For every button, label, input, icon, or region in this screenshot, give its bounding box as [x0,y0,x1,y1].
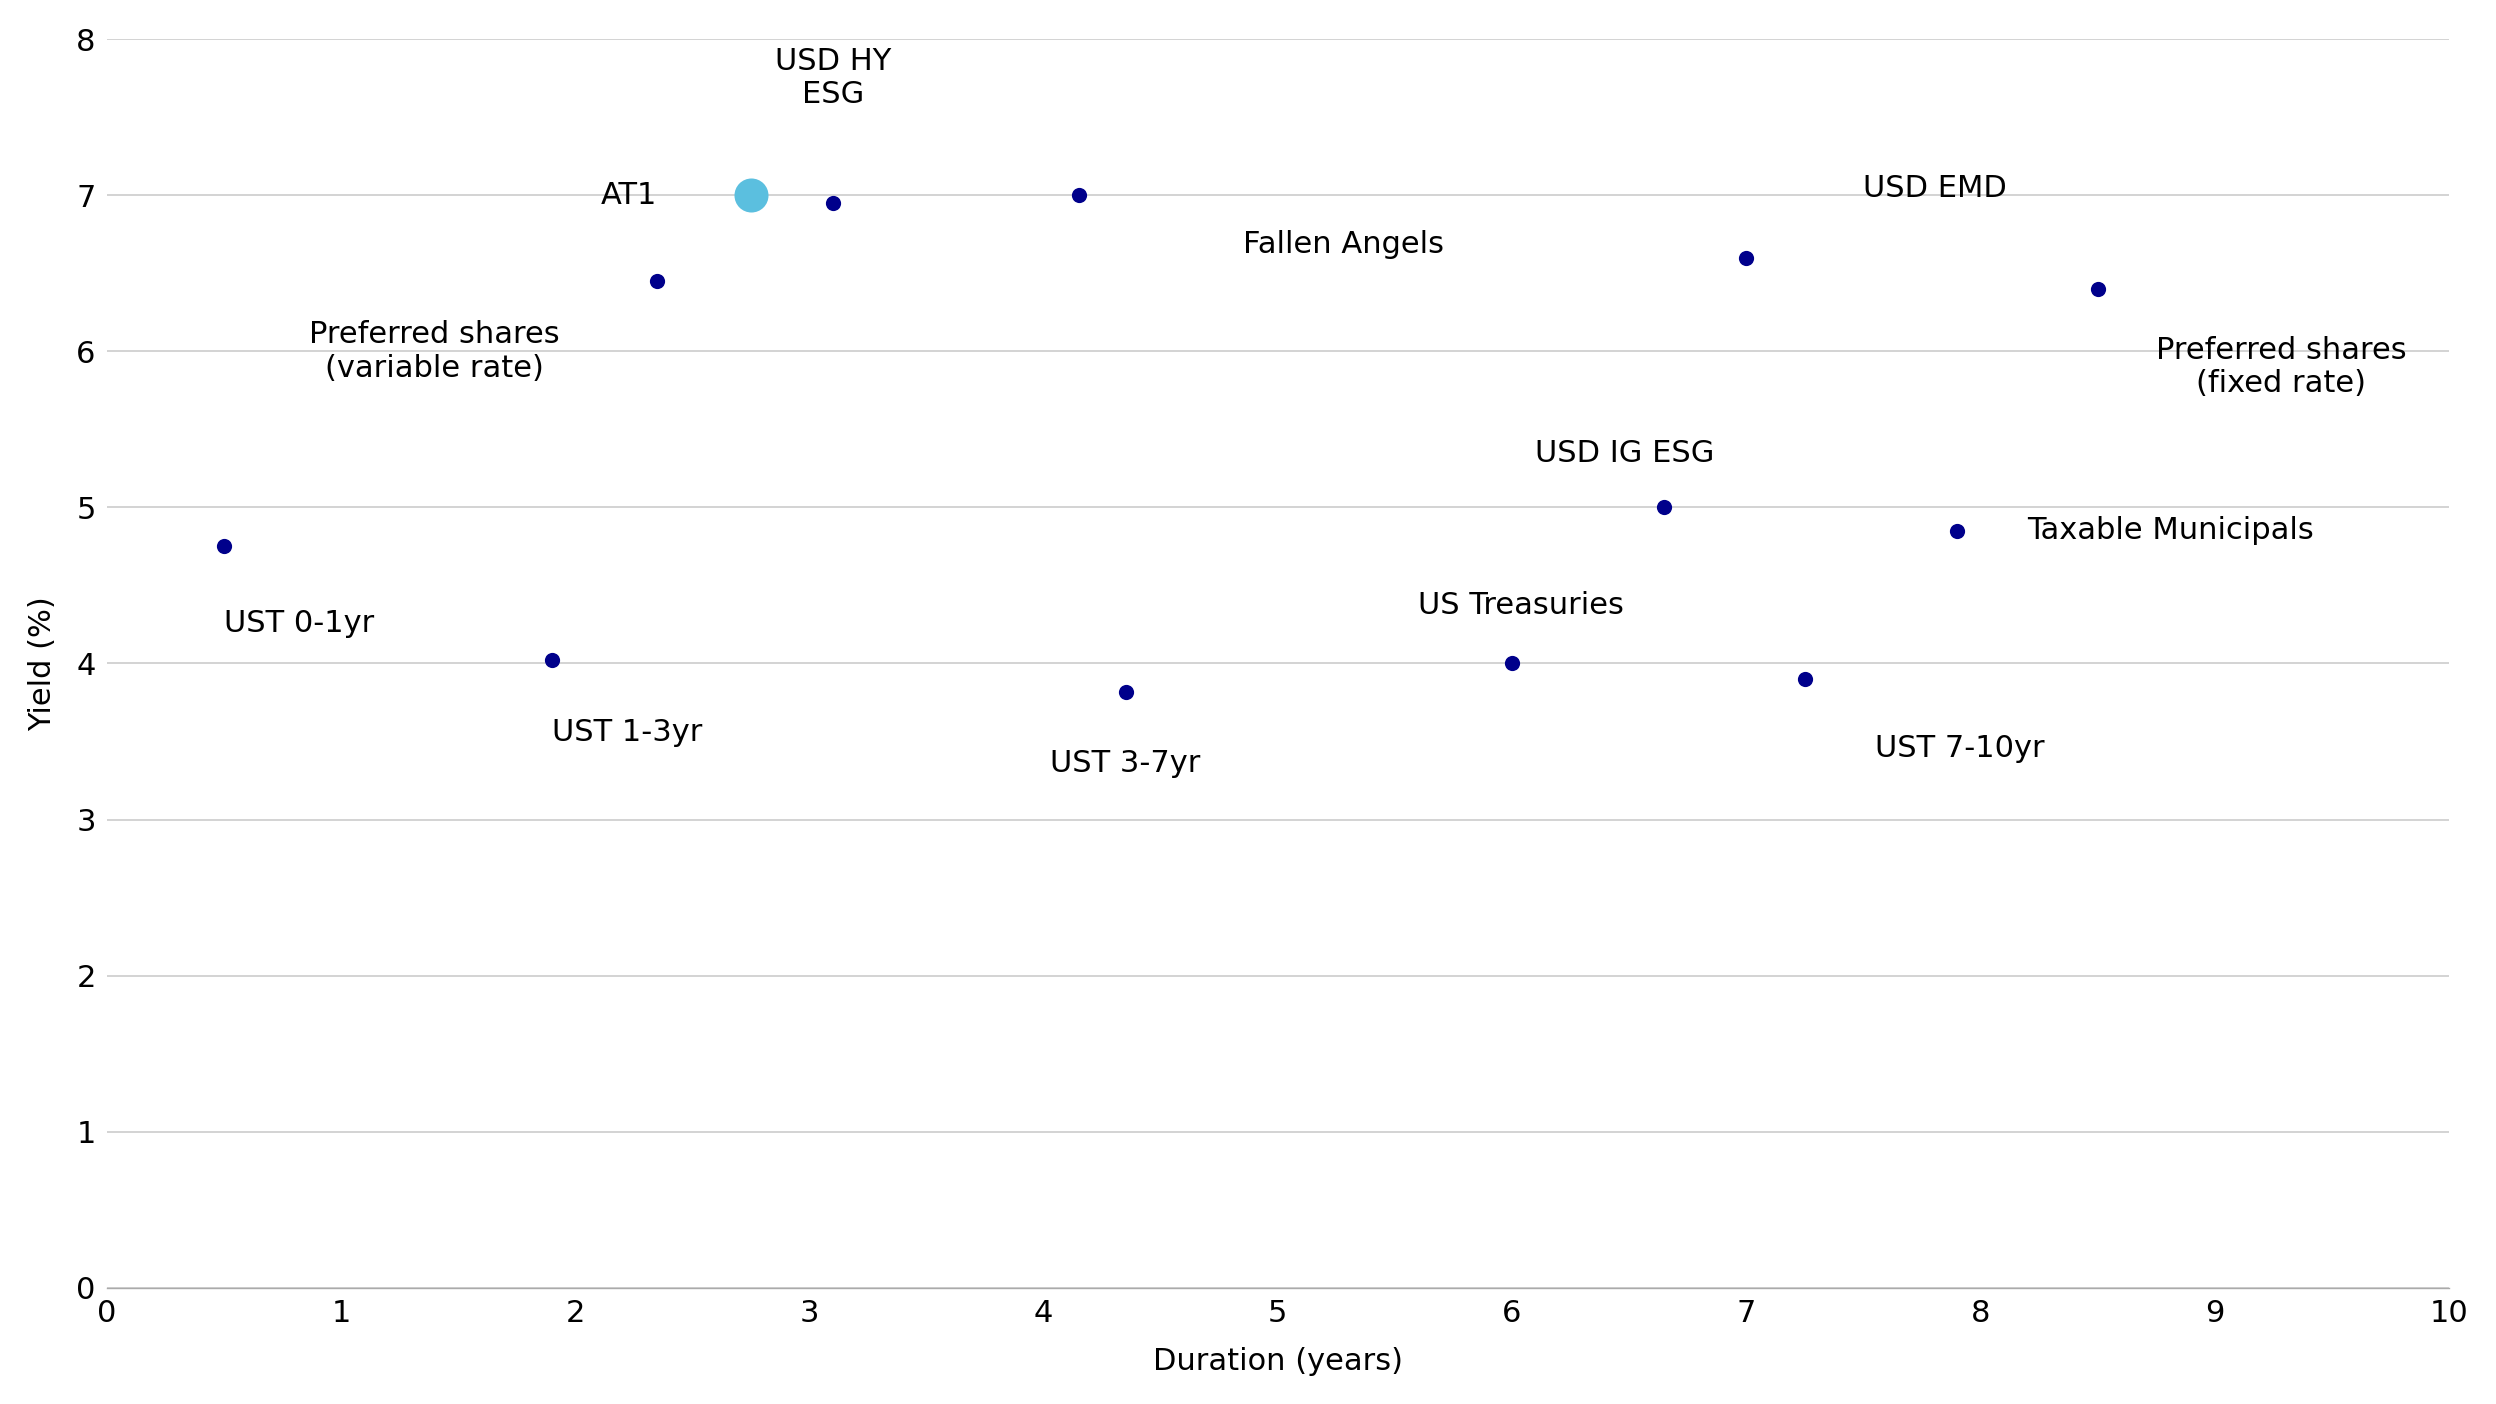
Point [636,270,676,292]
Text: US Treasuries: US Treasuries [1418,591,1625,619]
Point [731,184,771,206]
Point [1106,681,1146,703]
Point [814,192,854,215]
Point [532,649,572,671]
Text: UST 3-7yr: UST 3-7yr [1051,750,1201,778]
Point [1058,184,1098,206]
Text: UST 7-10yr: UST 7-10yr [1874,734,2044,762]
X-axis label: Duration (years): Duration (years) [1153,1348,1403,1376]
Point [1493,653,1533,675]
Text: AT1: AT1 [602,181,656,209]
Point [205,535,245,557]
Text: UST 1-3yr: UST 1-3yr [552,717,701,747]
Point [2077,278,2117,300]
Text: Fallen Angels: Fallen Angels [1243,230,1443,258]
Text: UST 0-1yr: UST 0-1yr [225,609,374,637]
Text: Preferred shares
(fixed rate): Preferred shares (fixed rate) [2157,336,2406,399]
Point [1645,496,1685,518]
Y-axis label: Yield (%): Yield (%) [27,597,57,731]
Point [1937,519,1977,542]
Text: USD IG ESG: USD IG ESG [1535,439,1715,469]
Text: Taxable Municipals: Taxable Municipals [2027,517,2314,545]
Point [1727,247,1767,270]
Text: USD EMD: USD EMD [1865,174,2007,204]
Point [1785,668,1825,691]
Text: Preferred shares
(variable rate): Preferred shares (variable rate) [310,320,559,383]
Text: USD HY
ESG: USD HY ESG [774,46,891,110]
